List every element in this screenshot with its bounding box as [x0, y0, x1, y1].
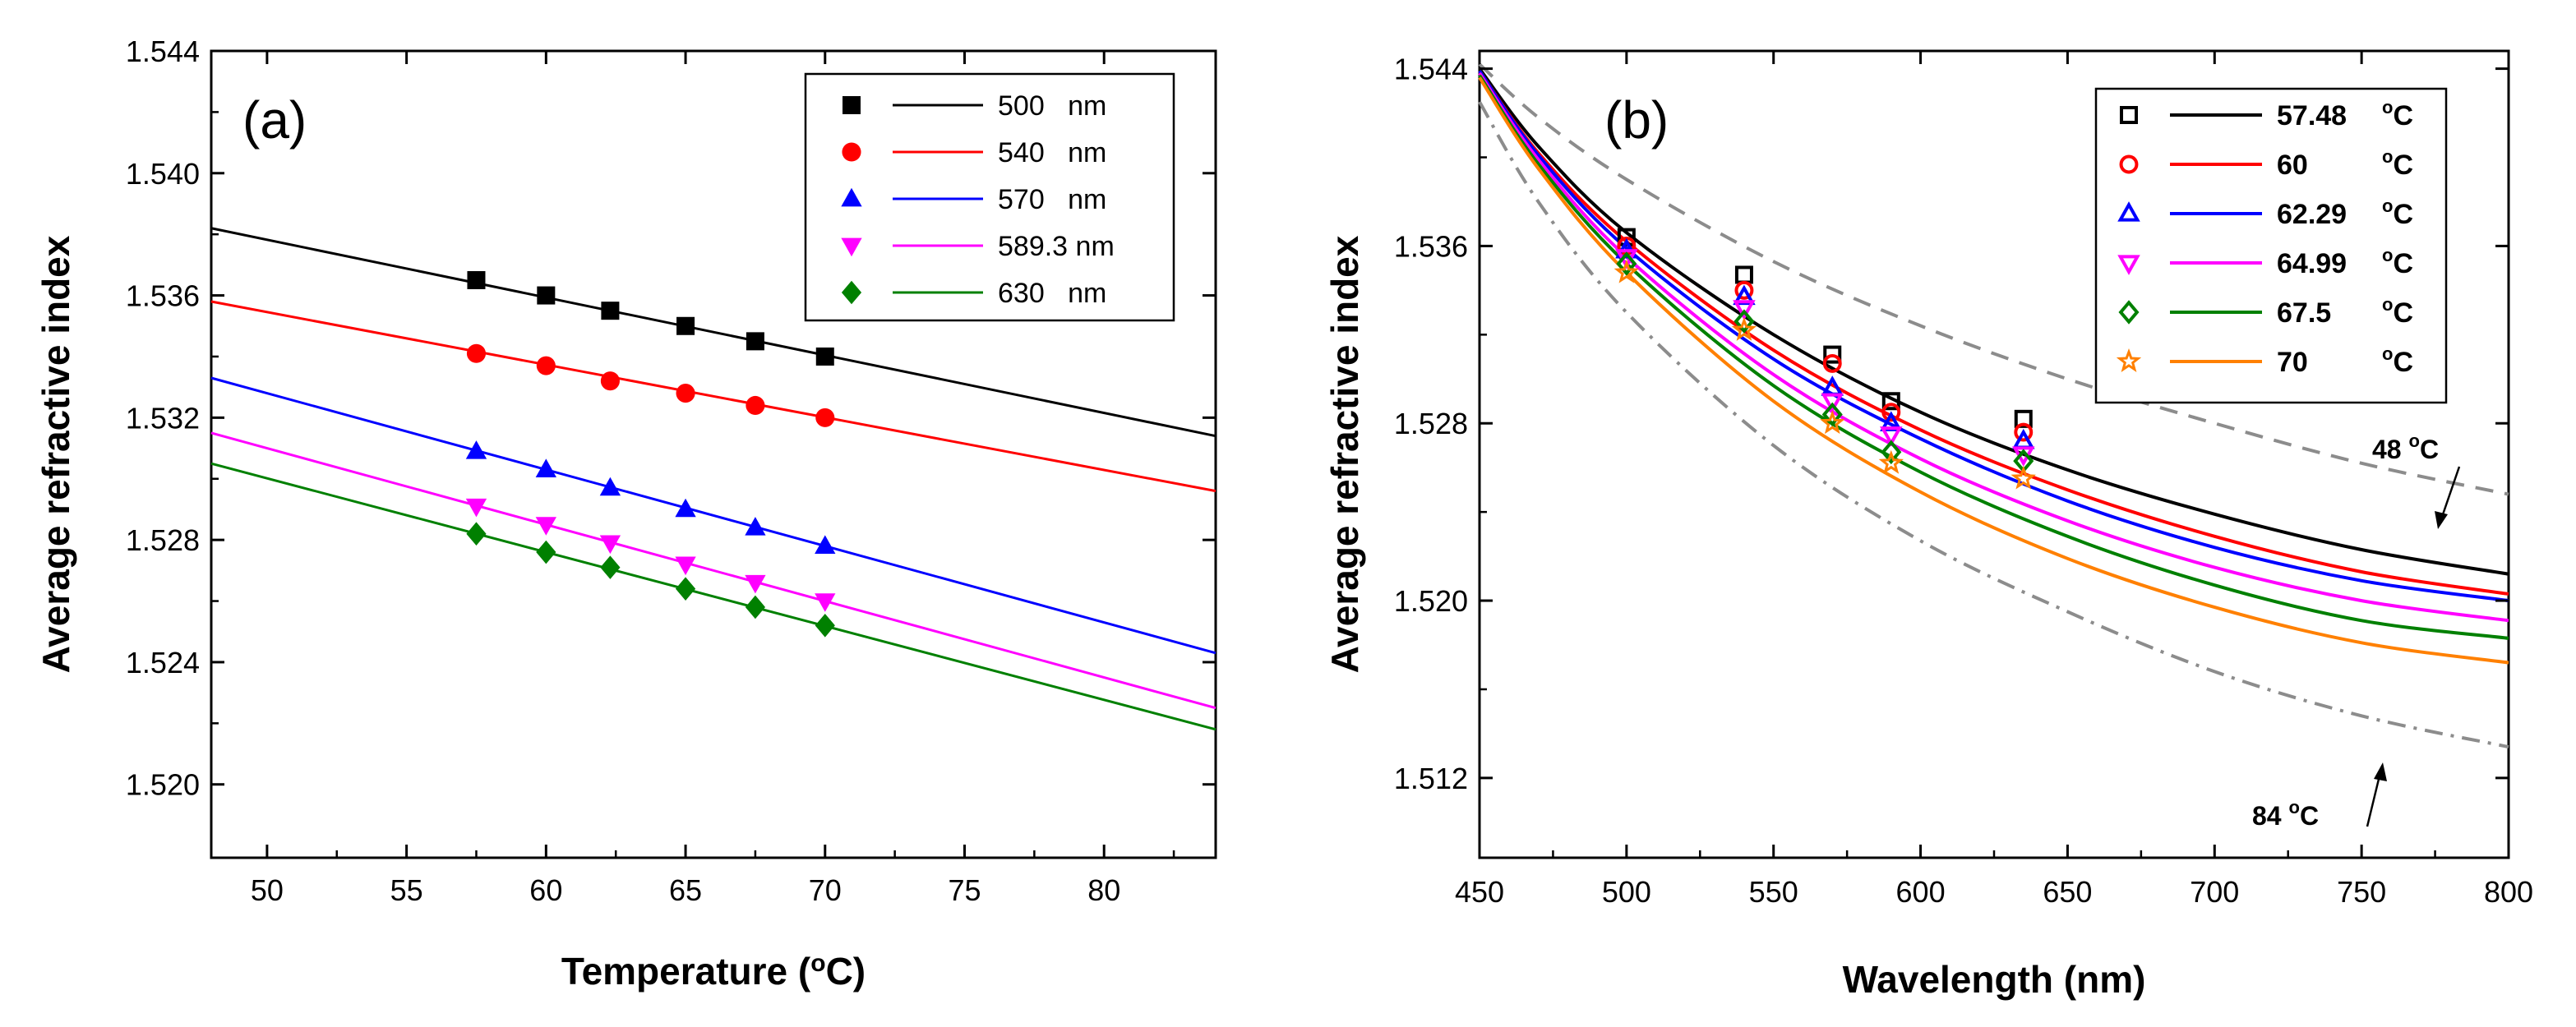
legend-label-1: 60	[2277, 150, 2308, 181]
data-point-4-1	[536, 541, 556, 564]
fit-line-4	[211, 463, 1216, 730]
legend-label-4: 630 nm	[998, 278, 1106, 309]
x-tick-label: 80	[1087, 873, 1120, 907]
data-point-0-1	[1737, 267, 1752, 282]
y-tick-label: 1.520	[126, 768, 200, 802]
x-tick-label: 500	[1602, 875, 1651, 909]
data-point-0-2	[601, 302, 619, 320]
panel-a-legend: 500 nm 540 nm 570 nm 589.3 nm 630 nm	[806, 74, 1174, 320]
panel-a-x-axis-title: Temperature (oC)	[561, 950, 866, 992]
legend-label-3: 589.3 nm	[998, 231, 1115, 262]
panel-b-data-points	[1618, 230, 2033, 486]
legend-label-2: 62.29	[2277, 199, 2347, 230]
panel-a-y-axis-title: Average refractive index	[35, 235, 77, 673]
arrowhead-84C	[2374, 762, 2387, 781]
fit-line-3	[211, 433, 1216, 708]
x-tick-label: 55	[390, 873, 423, 907]
legend-label-5: 70	[2277, 347, 2308, 378]
data-point-4-3	[676, 577, 695, 601]
x-tick-label: 600	[1896, 875, 1946, 909]
annotation-arrow-84C	[2367, 772, 2380, 827]
legend-label-3: 64.99	[2277, 248, 2347, 279]
data-point-1-4	[746, 396, 764, 415]
legend-label-2: 570 nm	[998, 184, 1106, 215]
panel-b-x-axis-title: Wavelength (nm)	[1843, 958, 2146, 1001]
data-point-2-3	[675, 499, 695, 518]
legend-marker-0	[843, 96, 861, 114]
data-point-4-0	[466, 522, 486, 546]
y-tick-label: 1.512	[1394, 762, 1468, 795]
panel-a-label: (a)	[242, 90, 307, 150]
y-tick-label: 1.544	[1394, 53, 1468, 86]
panel-a: 50 55 60 65 70 75 80 1.520 1.524 1.528 1.532 1.536…	[35, 35, 1216, 992]
legend-label-0: 500 nm	[998, 90, 1106, 122]
panel-b: 450 500 550 600 650 700 750 800 1.512 1.520 1.528…	[1323, 51, 2533, 1001]
x-tick-label: 65	[669, 873, 702, 907]
data-point-1-5	[815, 408, 834, 427]
data-point-0-3	[676, 317, 695, 335]
data-point-4-5	[815, 614, 835, 638]
legend-label-1: 540 nm	[998, 137, 1106, 168]
legend-label-0: 57.48	[2277, 100, 2347, 131]
data-point-0-5	[816, 348, 834, 366]
data-point-1-1	[537, 357, 556, 375]
data-point-1-2	[601, 371, 620, 390]
x-tick-label: 70	[809, 873, 842, 907]
panel-a-legend-box	[806, 74, 1174, 320]
x-tick-label: 75	[948, 873, 981, 907]
y-tick-label: 1.528	[1394, 407, 1468, 440]
x-tick-label: 550	[1749, 875, 1798, 909]
arrowhead-48C	[2435, 511, 2448, 529]
figure: 50 55 60 65 70 75 80 1.520 1.524 1.528 1.532 1.536…	[0, 0, 2576, 1027]
data-point-0-0	[467, 271, 485, 289]
data-point-0-1	[537, 287, 555, 305]
x-tick-label: 700	[2190, 875, 2239, 909]
y-tick-label: 1.520	[1394, 584, 1468, 618]
panel-b-y-axis-title: Average refractive index	[1323, 235, 1366, 673]
x-tick-label: 650	[2043, 875, 2092, 909]
data-point-4-4	[746, 596, 765, 619]
x-tick-label: 800	[2484, 875, 2533, 909]
data-point-0-4	[746, 332, 764, 350]
annotation-84C: 84 oC	[2252, 797, 2319, 831]
data-point-1-3	[676, 384, 695, 403]
legend-label-4: 67.5	[2277, 297, 2331, 329]
x-tick-label: 60	[529, 873, 562, 907]
annotation-48C: 48 oC	[2372, 431, 2439, 464]
panel-b-legend: 57.48 oC 60 oC 62.29 oC 64.99 oC 67.5 oC 70 oC	[2096, 89, 2446, 403]
y-tick-label: 1.540	[126, 157, 200, 191]
annotation-arrow-48C	[2441, 467, 2459, 519]
y-tick-label: 1.528	[126, 523, 200, 557]
y-tick-label: 1.532	[126, 401, 200, 435]
fit-line-1	[211, 302, 1216, 491]
legend-marker-1	[842, 142, 861, 161]
panel-a-data-points	[466, 271, 836, 638]
data-point-4-2	[600, 555, 620, 579]
y-tick-label: 1.536	[126, 279, 200, 313]
y-tick-label: 1.536	[1394, 229, 1468, 263]
x-tick-label: 50	[251, 873, 284, 907]
y-tick-label: 1.524	[126, 646, 200, 679]
fit-line-2	[211, 378, 1216, 653]
x-tick-label: 750	[2337, 875, 2386, 909]
panel-b-label: (b)	[1604, 90, 1669, 150]
x-tick-label: 450	[1455, 875, 1504, 909]
y-tick-label: 1.544	[126, 35, 200, 68]
data-point-1-0	[467, 344, 486, 363]
